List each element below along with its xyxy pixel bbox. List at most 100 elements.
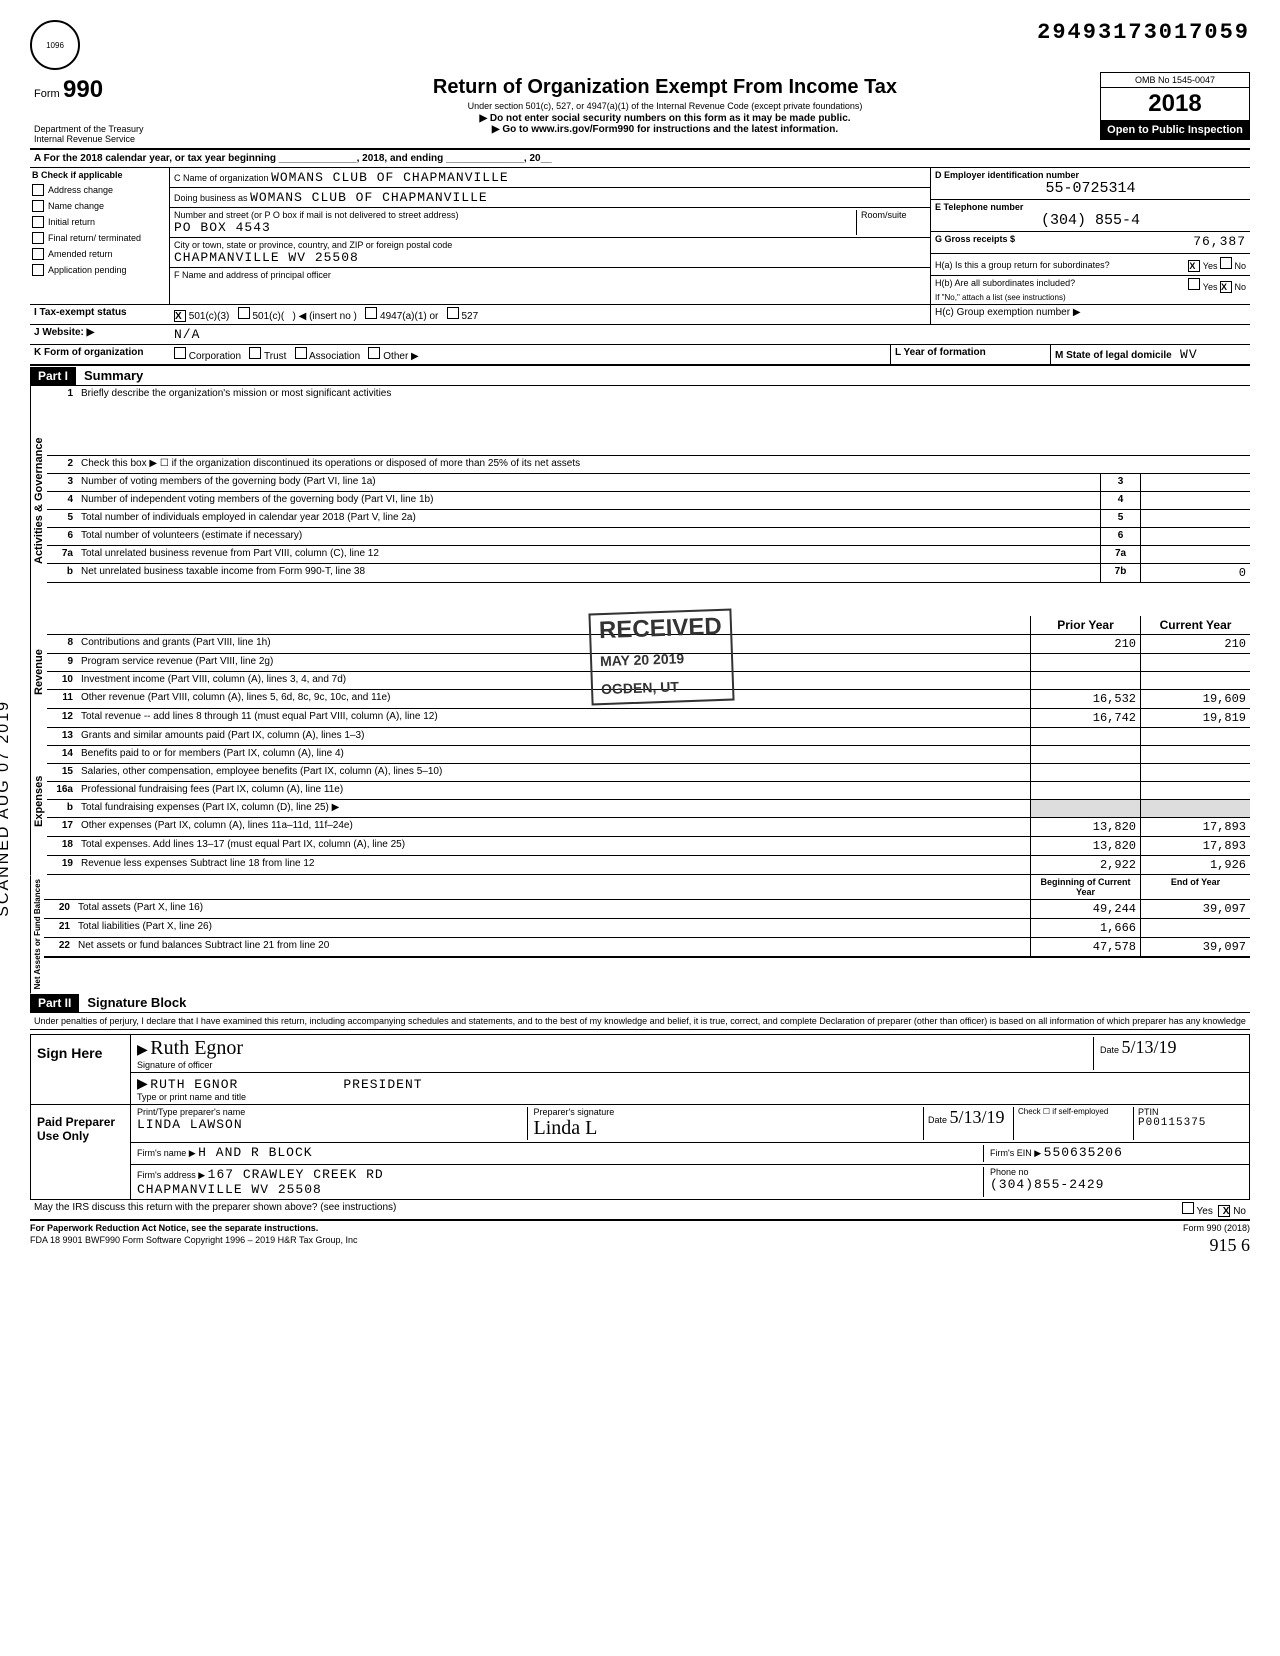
v17p: 13,820 xyxy=(1030,818,1140,836)
line-14: Benefits paid to or for members (Part IX… xyxy=(77,746,1030,763)
discuss-row: May the IRS discuss this return with the… xyxy=(30,1200,1250,1221)
section-b-block: B Check if applicable Address change Nam… xyxy=(30,168,1250,305)
form-org-row: K Form of organization Corporation Trust… xyxy=(30,345,1250,366)
4947-check[interactable] xyxy=(365,307,377,319)
v11p: 16,532 xyxy=(1030,690,1140,708)
line-18: Total expenses. Add lines 13–17 (must eq… xyxy=(77,837,1030,855)
check-initial[interactable]: Initial return xyxy=(32,216,167,228)
f-row: F Name and address of principal officer xyxy=(170,268,930,300)
line-21: Total liabilities (Part X, line 26) xyxy=(74,919,1030,937)
dept-text: Department of the Treasury Internal Reve… xyxy=(34,124,226,144)
handwrite-bottom: 915 6 xyxy=(1210,1235,1251,1256)
ein-cell: D Employer identification number 55-0725… xyxy=(931,168,1250,200)
city: CHAPMANVILLE WV 25508 xyxy=(174,250,359,265)
v18p: 13,820 xyxy=(1030,837,1140,855)
501c-check[interactable] xyxy=(238,307,250,319)
ha-yes[interactable]: X xyxy=(1188,260,1200,272)
527-check[interactable] xyxy=(447,307,459,319)
line-11: Other revenue (Part VIII, column (A), li… xyxy=(77,690,1030,708)
b-header: B Check if applicable xyxy=(32,170,167,180)
net-label: Net Assets or Fund Balances xyxy=(30,875,44,993)
v19c: 1,926 xyxy=(1140,856,1250,874)
state-domicile: WV xyxy=(1180,347,1198,362)
org-name: WOMANS CLUB OF CHAPMANVILLE xyxy=(271,170,509,185)
line-6: Total number of volunteers (estimate if … xyxy=(77,528,1100,545)
phone: (304) 855-4 xyxy=(935,212,1246,229)
preparer-block: Paid Preparer Use Only Print/Type prepar… xyxy=(30,1105,1250,1200)
line-9: Program service revenue (Part VIII, line… xyxy=(77,654,1030,671)
corp-check[interactable] xyxy=(174,347,186,359)
form-header: Form 990 Department of the Treasury Inte… xyxy=(30,72,1250,150)
prior-header: Prior Year xyxy=(1030,616,1140,634)
hb-no[interactable]: X xyxy=(1220,281,1232,293)
line-22: Net assets or fund balances Subtract lin… xyxy=(74,938,1030,956)
check-name[interactable]: Name change xyxy=(32,200,167,212)
firm-city: CHAPMANVILLE WV 25508 xyxy=(137,1182,322,1197)
current-header: Current Year xyxy=(1140,616,1250,634)
footer: For Paperwork Reduction Act Notice, see … xyxy=(30,1223,1250,1233)
irs-seal: 1096 xyxy=(30,20,80,70)
hc-cell: H(c) Group exemption number ▶ xyxy=(930,305,1250,324)
hb-cell: H(b) Are all subordinates included? Yes … xyxy=(931,276,1250,304)
dba: WOMANS CLUB OF CHAPMANVILLE xyxy=(250,190,488,205)
v12c: 19,819 xyxy=(1140,709,1250,727)
check-address[interactable]: Address change xyxy=(32,184,167,196)
v20c: 39,097 xyxy=(1140,900,1250,918)
v20p: 49,244 xyxy=(1030,900,1140,918)
firm-phone: (304)855-2429 xyxy=(990,1177,1104,1192)
self-emp: Check ☐ if self-employed xyxy=(1013,1107,1133,1140)
penalty-text: Under penalties of perjury, I declare th… xyxy=(30,1013,1250,1030)
gross-receipts: 76,387 xyxy=(1193,234,1246,251)
tax-status-row: I Tax-exempt status X 501(c)(3) 501(c)( … xyxy=(30,305,1250,325)
gross-cell: G Gross receipts $ 76,387 xyxy=(931,232,1250,254)
discuss-no[interactable]: X xyxy=(1218,1205,1230,1217)
hb-yes[interactable] xyxy=(1188,278,1200,290)
line-7b: Net unrelated business taxable income fr… xyxy=(77,564,1100,582)
line-16b: Total fundraising expenses (Part IX, col… xyxy=(77,800,1030,817)
website-row: J Website: ▶ N/A xyxy=(30,325,1250,345)
part1-header: Part I Summary xyxy=(30,366,1250,386)
line-8: Contributions and grants (Part VIII, lin… xyxy=(77,635,1030,653)
tax-year: 2018 xyxy=(1100,88,1250,120)
other-check[interactable] xyxy=(368,347,380,359)
check-final[interactable]: Final return/ terminated xyxy=(32,232,167,244)
check-pending[interactable]: Application pending xyxy=(32,264,167,276)
fda-row: FDA 18 9901 BWF990 Form Software Copyrig… xyxy=(30,1235,1250,1256)
org-name-row: C Name of organization WOMANS CLUB OF CH… xyxy=(170,168,930,188)
subtitle-2: ▶ Do not enter social security numbers o… xyxy=(240,113,1090,124)
v17c: 17,893 xyxy=(1140,818,1250,836)
assoc-check[interactable] xyxy=(295,347,307,359)
received-stamp: RECEIVED MAY 20 2019 OGDEN, UT xyxy=(588,609,734,706)
line-10: Investment income (Part VIII, column (A)… xyxy=(77,672,1030,689)
addr-row: Number and street (or P O box if mail is… xyxy=(170,208,930,238)
officer-title: PRESIDENT xyxy=(343,1077,422,1092)
exp-label: Expenses xyxy=(30,728,47,875)
ein: 55-0725314 xyxy=(935,180,1246,197)
check-amended[interactable]: Amended return xyxy=(32,248,167,260)
v22c: 39,097 xyxy=(1140,938,1250,956)
v11c: 19,609 xyxy=(1140,690,1250,708)
ha-cell: H(a) Is this a group return for subordin… xyxy=(931,254,1250,276)
officer-name: RUTH EGNOR xyxy=(150,1077,238,1092)
line-3: Number of voting members of the governin… xyxy=(77,474,1100,491)
begin-header: Beginning of Current Year xyxy=(1030,875,1140,899)
501c3-check[interactable]: X xyxy=(174,310,186,322)
subtitle-1: Under section 501(c), 527, or 4947(a)(1)… xyxy=(240,101,1090,111)
prep-date: 5/13/19 xyxy=(950,1107,1005,1127)
ha-no[interactable] xyxy=(1220,257,1232,269)
row-a: A For the 2018 calendar year, or tax yea… xyxy=(30,150,1250,168)
scanned-stamp: SCANNED AUG 07 2019 xyxy=(0,700,13,917)
line-20: Total assets (Part X, line 16) xyxy=(74,900,1030,918)
firm-name: H AND R BLOCK xyxy=(198,1145,312,1160)
doc-number: 29493173017059 xyxy=(1037,20,1250,45)
trust-check[interactable] xyxy=(249,347,261,359)
line-12: Total revenue -- add lines 8 through 11 … xyxy=(77,709,1030,727)
line-2: Check this box ▶ ☐ if the organization d… xyxy=(77,456,1250,473)
discuss-yes[interactable] xyxy=(1182,1202,1194,1214)
v22p: 47,578 xyxy=(1030,938,1140,956)
ptin: P00115375 xyxy=(1138,1117,1206,1129)
top-row: 1096 29493173017059 xyxy=(30,20,1250,70)
firm-ein: 550635206 xyxy=(1044,1145,1123,1160)
year-form-label: L Year of formation xyxy=(890,345,1050,364)
end-header: End of Year xyxy=(1140,875,1250,899)
